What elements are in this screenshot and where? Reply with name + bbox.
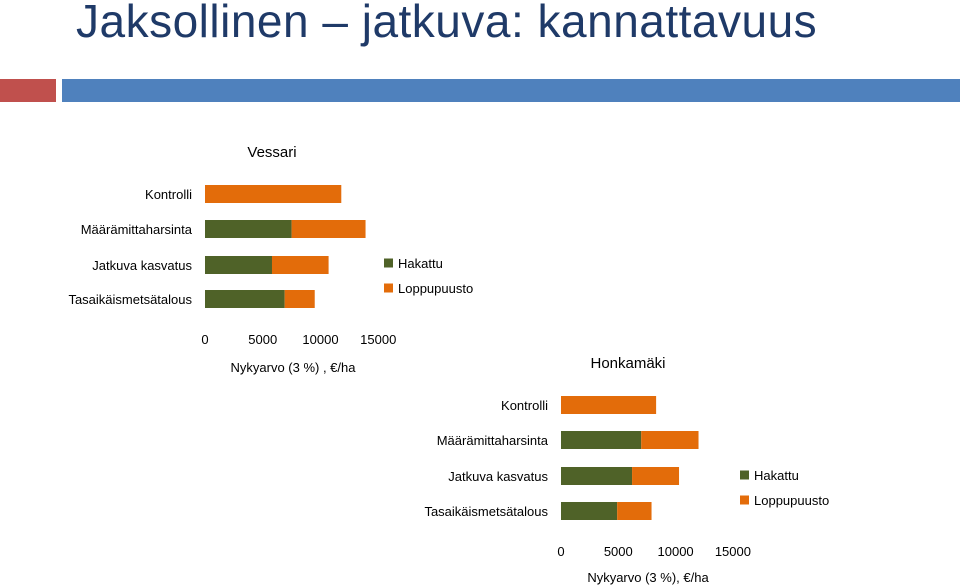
chart-title: Honkamäki xyxy=(590,355,665,372)
accent-bar-blue xyxy=(62,79,960,102)
x-axis-label: Nykyarvo (3 %), €/ha xyxy=(587,570,709,585)
x-tick-label: 10000 xyxy=(658,544,694,559)
x-tick-label: 15000 xyxy=(360,332,396,347)
x-tick-label: 5000 xyxy=(604,544,633,559)
bar-hakattu-jatkuva-kasvatus xyxy=(205,256,272,274)
x-axis-label: Nykyarvo (3 %) , €/ha xyxy=(231,360,357,375)
category-label-jatkuva-kasvatus: Jatkuva kasvatus xyxy=(92,258,192,273)
bar-hakattu-tasaikaismetsatalous xyxy=(561,502,618,520)
x-tick-label: 5000 xyxy=(248,332,277,347)
legend-swatch-loppupuusto xyxy=(384,283,393,293)
x-tick-label: 15000 xyxy=(715,544,751,559)
legend-label-hakattu: Hakattu xyxy=(754,468,799,483)
slide-title: Jaksollinen – jatkuva: kannattavuus xyxy=(76,0,818,47)
bar-loppupuusto-tasaikaismetsatalous xyxy=(617,502,652,520)
bar-loppupuusto-jatkuva-kasvatus xyxy=(632,467,680,485)
bar-loppupuusto-maaramittaharsinta xyxy=(291,220,366,238)
bar-loppupuusto-kontrolli xyxy=(561,396,657,414)
category-label-jatkuva-kasvatus: Jatkuva kasvatus xyxy=(448,469,548,484)
bar-loppupuusto-jatkuva-kasvatus xyxy=(271,256,329,274)
bar-hakattu-maaramittaharsinta xyxy=(561,431,642,449)
chart-title: Vessari xyxy=(247,144,296,161)
category-label-tasaikaismetsatalous: Tasaikäismetsätalous xyxy=(424,504,548,519)
bar-loppupuusto-maaramittaharsinta xyxy=(641,431,699,449)
x-tick-label: 0 xyxy=(201,332,208,347)
category-label-tasaikaismetsatalous: Tasaikäismetsätalous xyxy=(68,292,192,307)
accent-bar-red xyxy=(0,79,56,102)
x-tick-label: 10000 xyxy=(302,332,338,347)
category-label-maaramittaharsinta: Määrämittaharsinta xyxy=(437,433,549,448)
legend-label-hakattu: Hakattu xyxy=(398,256,443,271)
bar-hakattu-maaramittaharsinta xyxy=(205,220,292,238)
bar-hakattu-jatkuva-kasvatus xyxy=(561,467,633,485)
category-label-kontrolli: Kontrolli xyxy=(145,187,192,202)
legend-label-loppupuusto: Loppupuusto xyxy=(398,281,473,296)
legend-label-loppupuusto: Loppupuusto xyxy=(754,493,829,508)
bar-hakattu-tasaikaismetsatalous xyxy=(205,290,285,308)
bar-loppupuusto-tasaikaismetsatalous xyxy=(284,290,315,308)
legend-swatch-loppupuusto xyxy=(740,495,749,505)
legend-swatch-hakattu xyxy=(740,470,749,480)
category-label-kontrolli: Kontrolli xyxy=(501,398,548,413)
x-tick-label: 0 xyxy=(557,544,564,559)
category-label-maaramittaharsinta: Määrämittaharsinta xyxy=(81,222,193,237)
legend-swatch-hakattu xyxy=(384,258,393,268)
bar-loppupuusto-kontrolli xyxy=(205,185,342,203)
